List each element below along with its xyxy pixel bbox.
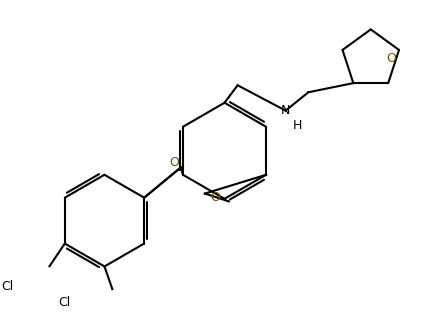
Text: O: O xyxy=(169,156,179,169)
Text: H: H xyxy=(293,119,302,132)
Text: O: O xyxy=(210,191,220,204)
Text: N: N xyxy=(281,104,290,117)
Text: Cl: Cl xyxy=(58,296,70,309)
Text: O: O xyxy=(386,52,396,65)
Text: Cl: Cl xyxy=(1,280,14,293)
